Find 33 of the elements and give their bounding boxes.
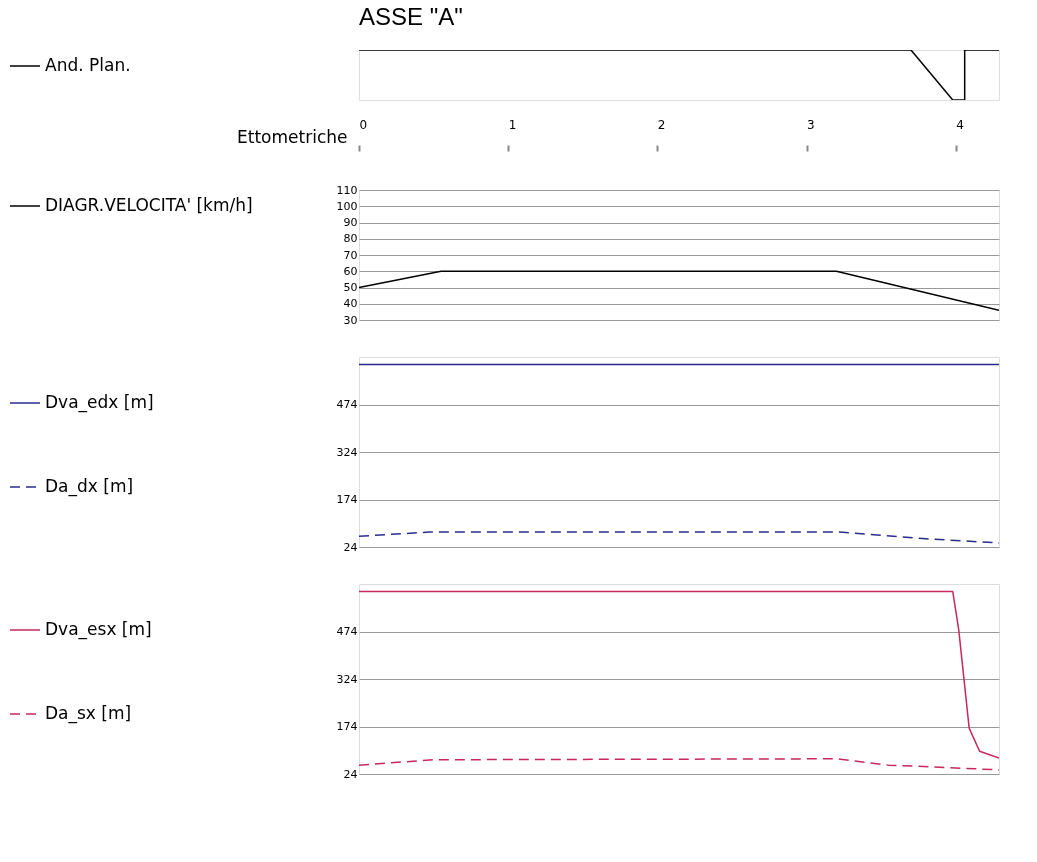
legend-label: Da_dx [m] — [45, 476, 134, 497]
y-tick-label: 110 — [336, 183, 358, 197]
y-tick-label: 174 — [336, 493, 358, 506]
x-tick-label: 1 — [508, 117, 517, 132]
y-tick-label: 324 — [336, 445, 358, 459]
line-series — [359, 758, 999, 771]
legend-label: And. Plan. — [45, 55, 131, 75]
y-tick-label: 474 — [336, 625, 358, 638]
chart-title: ASSE "A" — [359, 3, 463, 30]
x-tick-label: 0 — [359, 117, 368, 132]
legend-label: Dva_esx [m] — [45, 619, 152, 640]
x-tick-label: 3 — [807, 117, 815, 132]
x-axis-title: Ettometriche — [237, 126, 348, 147]
y-tick-label: 70 — [343, 248, 358, 262]
y-tick-label: 80 — [343, 232, 358, 246]
y-tick-label: 100 — [336, 199, 358, 213]
legend-label: DIAGR.VELOCITA' [km/h] — [45, 195, 253, 215]
line-series — [359, 531, 999, 544]
y-tick-label: 324 — [336, 672, 358, 686]
y-tick-label: 30 — [343, 313, 358, 327]
legend-label: Dva_edx [m] — [45, 392, 154, 413]
y-tick-label: 474 — [336, 398, 358, 411]
y-tick-label: 24 — [343, 540, 358, 554]
y-tick-label: 174 — [336, 720, 358, 733]
legend-label: Da_sx [m] — [45, 703, 132, 724]
x-tick-label: 2 — [657, 117, 666, 132]
y-tick-label: 24 — [343, 767, 358, 781]
y-tick-label: 90 — [343, 216, 358, 229]
y-tick-label: 50 — [343, 281, 358, 294]
line-series — [359, 590, 999, 759]
x-tick-label: 4 — [956, 117, 964, 132]
y-tick-label: 40 — [343, 297, 358, 311]
y-tick-label: 60 — [343, 264, 358, 278]
